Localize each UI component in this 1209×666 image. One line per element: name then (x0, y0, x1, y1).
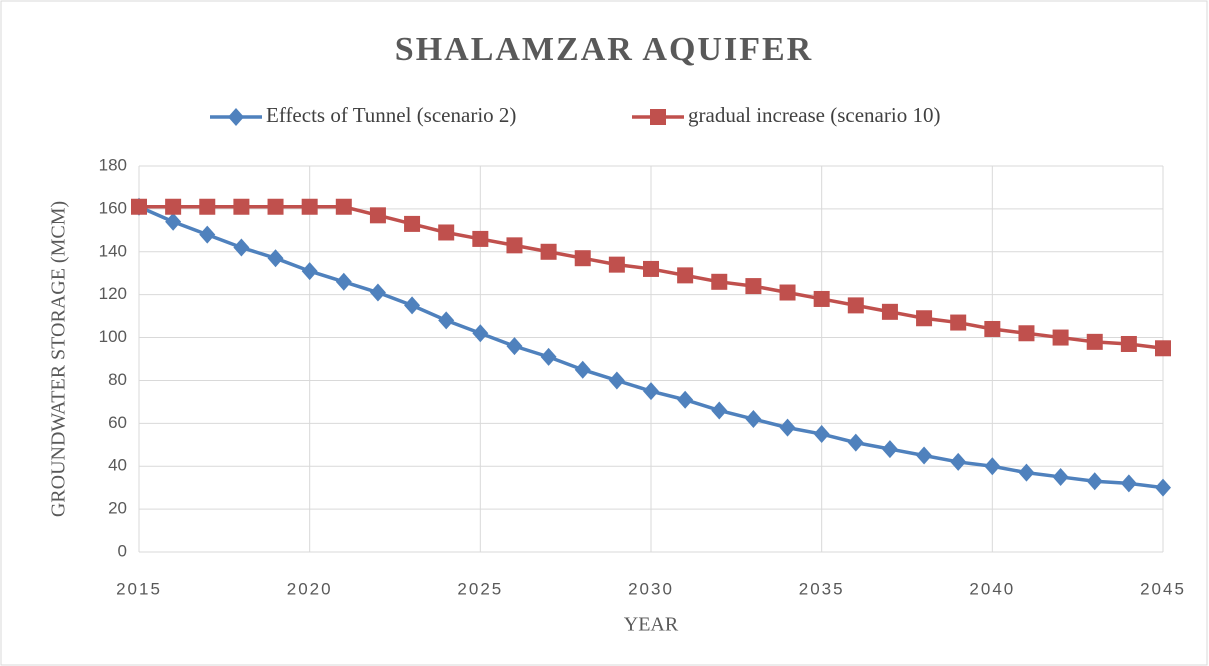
data-point (847, 433, 864, 452)
data-point (369, 207, 386, 224)
y-tick-label: 180 (99, 155, 127, 174)
data-point (677, 390, 694, 409)
y-tick-label: 40 (108, 456, 127, 475)
legend-marker (228, 108, 244, 126)
data-point (881, 440, 898, 459)
data-point (847, 297, 864, 314)
x-tick-label: 2015 (116, 579, 162, 598)
data-point (1018, 463, 1035, 482)
data-point (950, 314, 967, 331)
data-point (199, 225, 216, 244)
y-tick-label: 100 (99, 327, 127, 346)
data-point (1086, 472, 1103, 491)
y-tick-label: 0 (118, 541, 127, 560)
data-point (881, 303, 898, 320)
legend-marker (650, 109, 666, 125)
y-tick-label: 160 (99, 198, 127, 217)
data-point (1155, 340, 1171, 357)
data-point (1120, 474, 1137, 493)
data-point (711, 273, 728, 290)
data-point (984, 457, 1001, 476)
y-tick-label: 120 (99, 284, 127, 303)
data-point (335, 272, 352, 291)
data-point (1155, 478, 1171, 497)
data-point (369, 283, 386, 302)
x-axis-label: YEAR (624, 614, 679, 636)
chart-title: SHALAMZAR AQUIFER (395, 31, 813, 68)
legend-label: Effects of Tunnel (scenario 2) (266, 103, 516, 127)
data-point (301, 262, 318, 281)
x-tick-label: 2045 (1140, 579, 1186, 598)
data-point (643, 260, 659, 277)
data-point (404, 296, 421, 315)
data-point (540, 243, 557, 260)
data-point (608, 371, 625, 390)
data-point (233, 198, 250, 215)
data-point (506, 237, 523, 254)
data-point (404, 215, 421, 232)
data-point (574, 360, 591, 379)
data-point (438, 311, 455, 330)
y-tick-label: 60 (108, 413, 127, 432)
data-point (745, 410, 762, 429)
y-tick-label: 140 (99, 241, 127, 260)
y-tick-label: 80 (108, 370, 127, 389)
data-point (643, 382, 659, 401)
x-tick-label: 2020 (287, 579, 333, 598)
x-tick-label: 2025 (457, 579, 503, 598)
data-point (779, 418, 796, 437)
data-point (950, 452, 967, 471)
data-point (779, 284, 796, 301)
data-point (574, 250, 591, 267)
data-point (165, 212, 182, 231)
data-point (472, 230, 489, 247)
data-point (1052, 467, 1069, 486)
data-point (199, 198, 216, 215)
data-point (267, 198, 284, 215)
data-point (1018, 325, 1035, 342)
data-point (540, 347, 557, 366)
data-point (813, 290, 830, 307)
data-point (916, 310, 933, 327)
data-point (165, 198, 182, 215)
data-point (506, 337, 523, 356)
y-axis-label: GROUNDWATER STORAGE (MCM) (48, 201, 70, 517)
data-point (608, 256, 625, 273)
data-point (916, 446, 933, 465)
data-point (984, 320, 1001, 337)
x-tick-label: 2035 (799, 579, 845, 598)
data-point (267, 249, 284, 268)
data-point (472, 324, 489, 343)
data-point (438, 224, 455, 241)
data-point (233, 238, 250, 257)
data-point (1120, 335, 1137, 352)
data-point (677, 267, 694, 284)
data-point (813, 425, 830, 444)
x-tick-label: 2030 (628, 579, 674, 598)
data-point (131, 198, 147, 215)
y-tick-label: 20 (108, 499, 127, 518)
data-point (335, 198, 352, 215)
data-point (1052, 329, 1069, 346)
data-point (711, 401, 728, 420)
data-point (301, 198, 318, 215)
data-point (745, 278, 762, 295)
data-point (1086, 333, 1103, 350)
legend-label: gradual increase (scenario 10) (688, 103, 940, 127)
x-tick-label: 2040 (969, 579, 1015, 598)
